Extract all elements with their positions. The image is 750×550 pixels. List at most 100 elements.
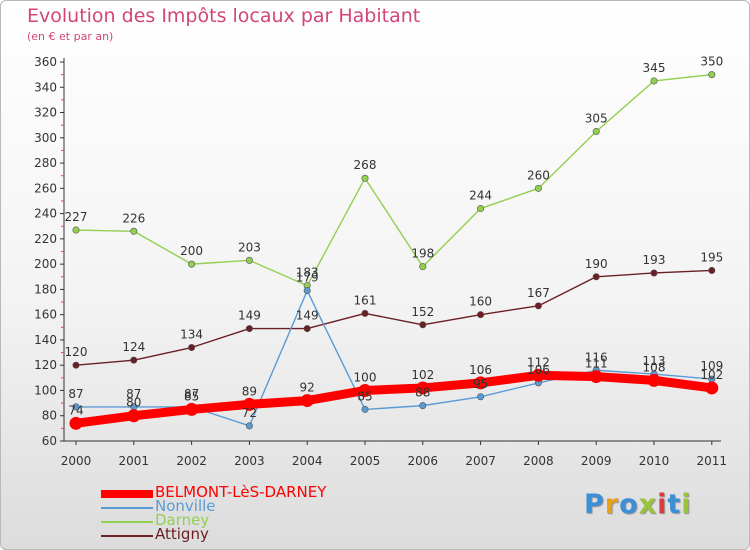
x-tick-label: 2000: [61, 454, 92, 468]
y-tick-label: 300: [34, 131, 57, 145]
data-label: 113: [643, 354, 666, 368]
data-label: 102: [411, 368, 434, 382]
legend-label: Darney: [155, 511, 210, 529]
y-tick-label: 160: [34, 308, 57, 322]
y-tick-label: 360: [34, 55, 57, 69]
data-point: [361, 174, 369, 182]
data-point: [592, 127, 600, 135]
data-label: 152: [411, 305, 434, 319]
data-point: [419, 402, 427, 410]
data-label: 120: [65, 345, 88, 359]
data-label: 200: [180, 244, 203, 258]
data-label: 350: [700, 55, 723, 69]
data-label: 74: [68, 403, 83, 417]
data-point: [474, 376, 488, 390]
data-point: [188, 260, 196, 268]
data-point: [130, 356, 138, 364]
data-point: [534, 302, 542, 310]
data-label: 108: [643, 360, 666, 374]
data-point: [130, 227, 138, 235]
data-label: 160: [469, 295, 492, 309]
data-label: 183: [296, 266, 319, 280]
data-label: 95: [473, 377, 488, 391]
data-label: 80: [126, 396, 141, 410]
data-label: 195: [700, 250, 723, 264]
data-label: 198: [411, 247, 434, 261]
data-label: 92: [300, 381, 315, 395]
data-point: [705, 381, 719, 395]
data-point: [708, 266, 716, 274]
y-tick-label: 320: [34, 106, 57, 120]
y-tick-label: 200: [34, 257, 57, 271]
data-label: 87: [68, 387, 83, 401]
y-tick-label: 140: [34, 333, 57, 347]
data-label: 124: [122, 340, 145, 354]
legend-swatch: [101, 521, 153, 523]
data-label: 268: [354, 158, 377, 172]
data-point: [361, 309, 369, 317]
data-label: 190: [585, 257, 608, 271]
data-label: 345: [643, 61, 666, 75]
data-point: [358, 383, 372, 397]
brand-logo: Proxiti: [584, 489, 692, 520]
data-point: [361, 405, 369, 413]
legend-swatch: [101, 490, 153, 498]
y-tick-label: 340: [34, 80, 57, 94]
y-tick-label: 60: [42, 434, 57, 448]
series-line-nonville: [75, 289, 713, 427]
data-point: [650, 269, 658, 277]
legend-label: Nonville: [155, 497, 216, 515]
y-tick-label: 180: [34, 282, 57, 296]
data-label: 102: [700, 368, 723, 382]
x-tick-label: 2004: [292, 454, 323, 468]
legend-label: BELMONT-LèS-DARNEY: [155, 483, 327, 501]
data-label: 85: [184, 389, 199, 403]
data-label: 106: [527, 363, 550, 377]
data-label: 89: [242, 384, 257, 398]
series-line-belmont-lès-darney: [71, 370, 717, 428]
y-tick-label: 280: [34, 156, 57, 170]
legend-swatch: [101, 535, 153, 537]
data-label: 112: [527, 355, 550, 369]
data-label: 226: [122, 211, 145, 225]
data-point: [477, 311, 485, 319]
data-point: [245, 256, 253, 264]
data-label: 85: [357, 389, 372, 403]
series-line-darney: [75, 73, 713, 287]
data-point: [245, 325, 253, 333]
data-label: 106: [469, 363, 492, 377]
data-point: [650, 77, 658, 85]
x-tick-label: 2006: [408, 454, 439, 468]
data-point: [647, 373, 661, 387]
data-point: [708, 71, 716, 79]
data-point: [531, 368, 545, 382]
data-point: [416, 381, 430, 395]
data-label: 193: [643, 253, 666, 267]
x-tick-label: 2001: [119, 454, 150, 468]
data-label: 179: [296, 271, 319, 285]
data-label: 260: [527, 168, 550, 182]
y-tick-label: 80: [42, 409, 57, 423]
x-tick-label: 2002: [176, 454, 207, 468]
data-label: 111: [585, 357, 608, 371]
data-label: 149: [238, 309, 261, 323]
data-label: 244: [469, 189, 492, 203]
data-label: 305: [585, 111, 608, 125]
legend-label: Attigny: [155, 525, 209, 543]
data-point: [534, 184, 542, 192]
data-label: 87: [184, 387, 199, 401]
y-tick-label: 100: [34, 383, 57, 397]
data-label: 134: [180, 328, 203, 342]
data-point: [592, 273, 600, 281]
data-point: [72, 226, 80, 234]
data-point: [419, 263, 427, 271]
legend-swatch: [101, 507, 153, 509]
x-tick-label: 2005: [350, 454, 381, 468]
y-tick-label: 120: [34, 358, 57, 372]
data-point: [419, 321, 427, 329]
x-tick-label: 2009: [581, 454, 612, 468]
data-point: [303, 287, 311, 295]
data-label: 72: [242, 406, 257, 420]
data-point: [242, 397, 256, 411]
data-point: [185, 402, 199, 416]
